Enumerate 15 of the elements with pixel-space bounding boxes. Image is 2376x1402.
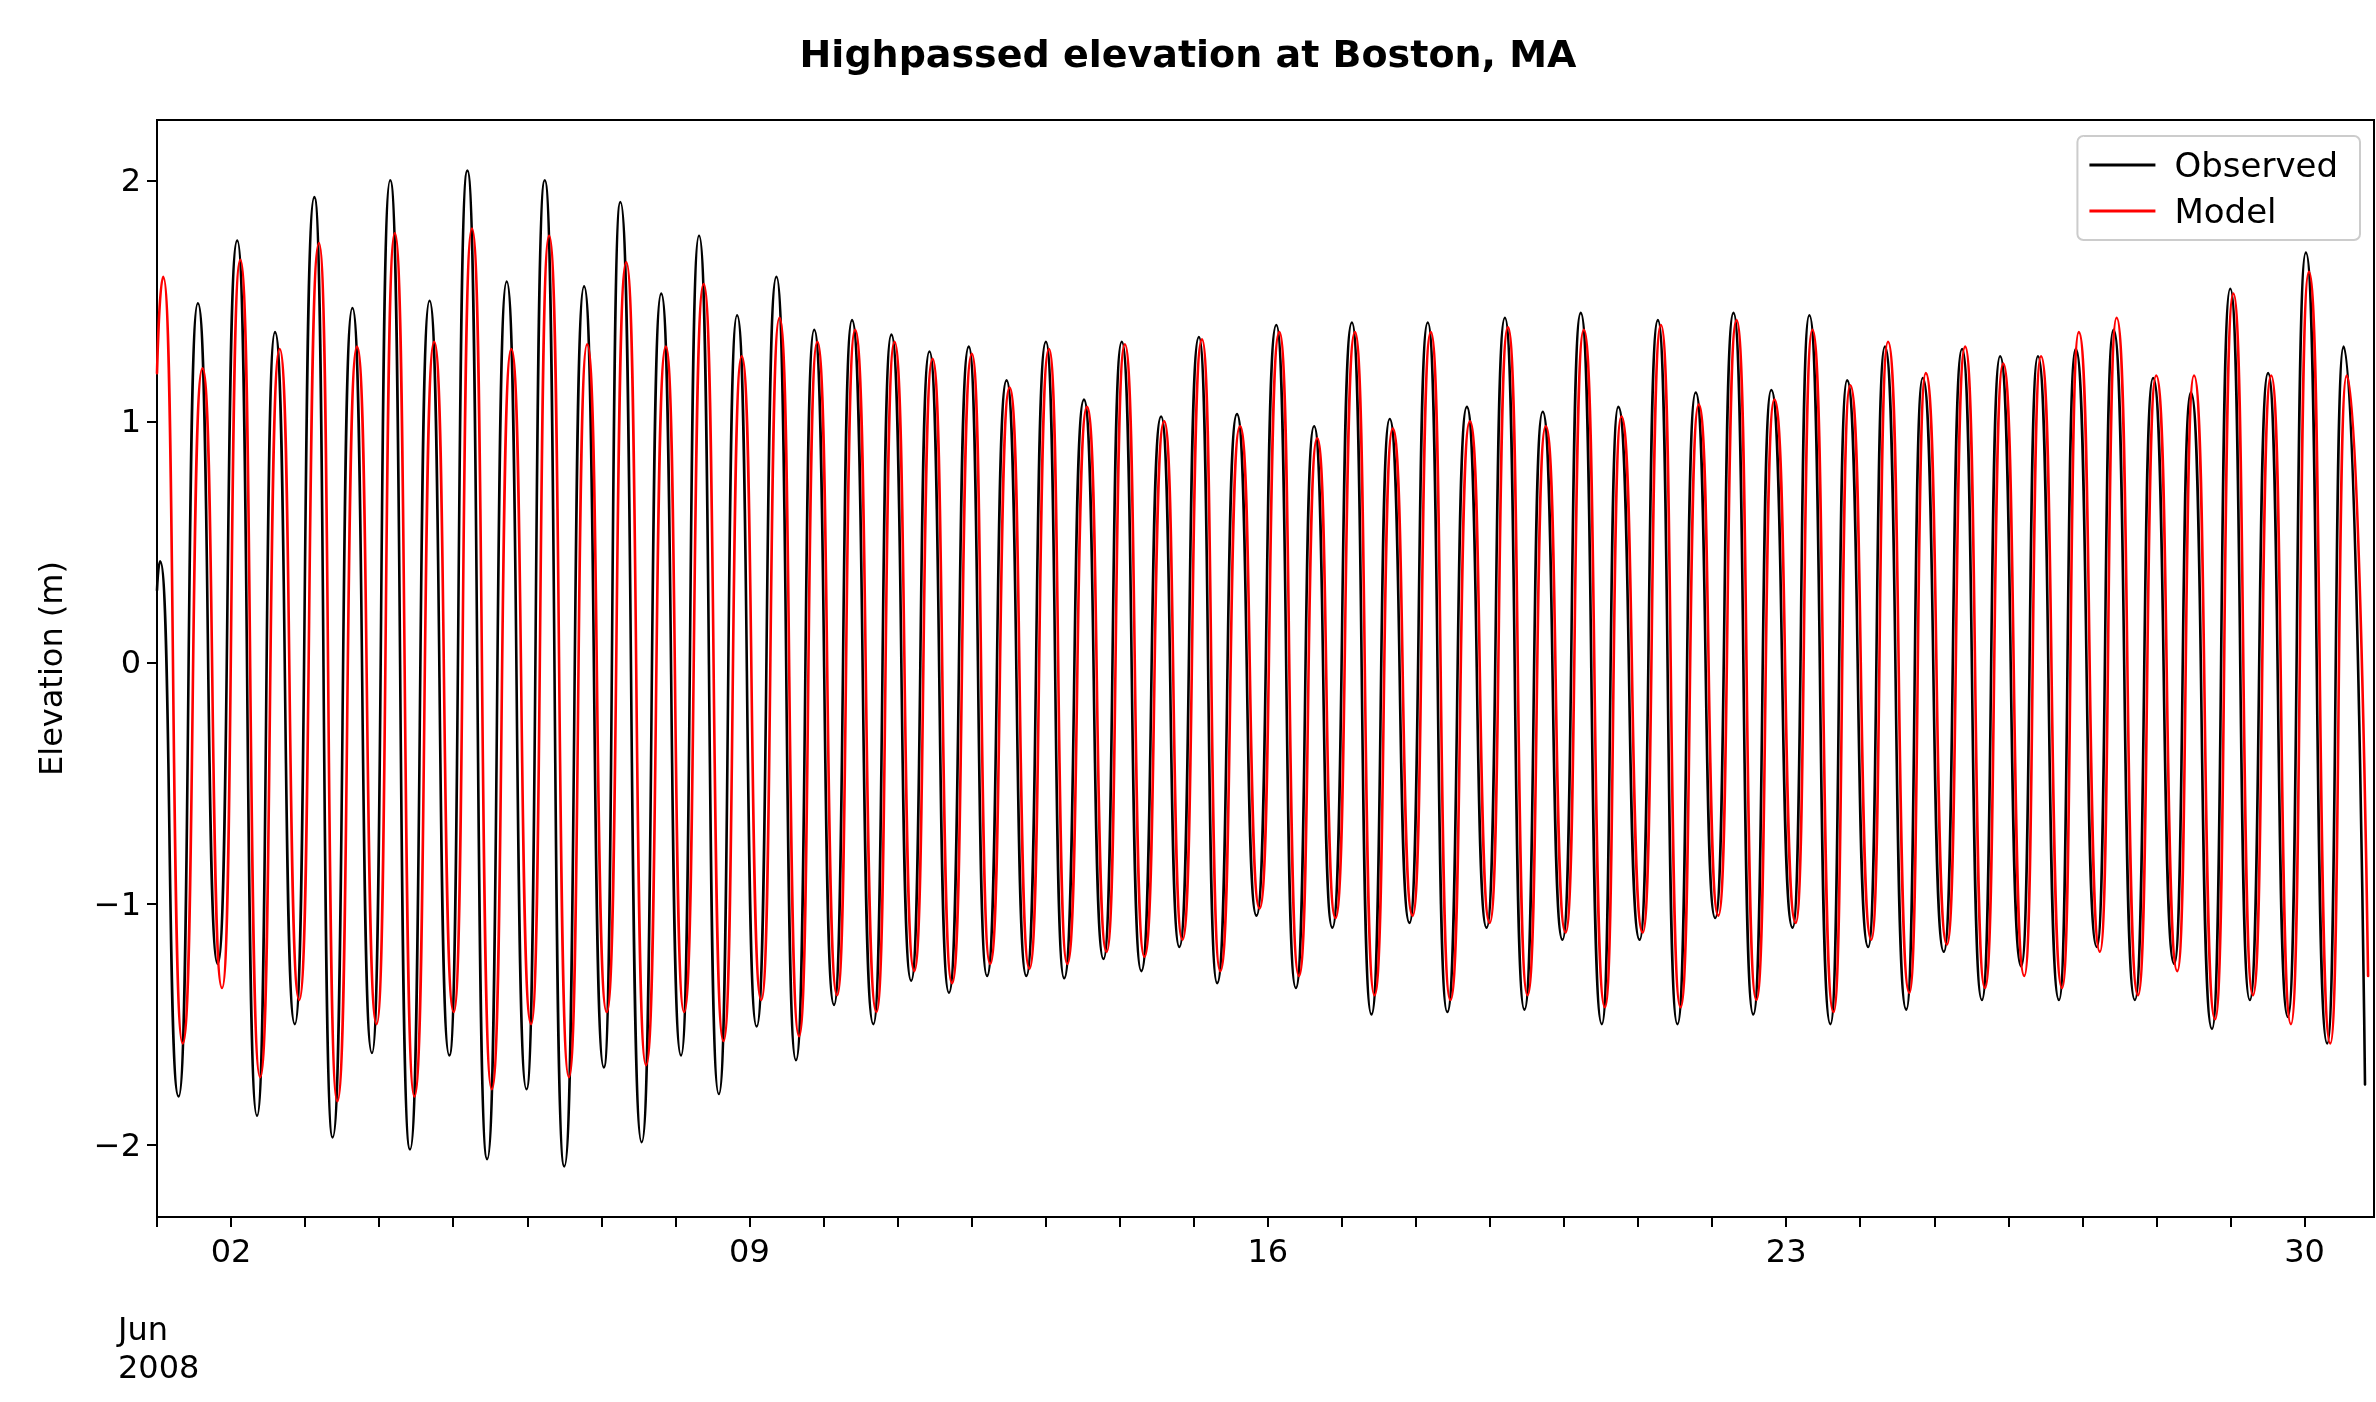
y-tick-label: 0 — [120, 643, 141, 682]
x-tick-label: 16 — [1247, 1232, 1289, 1270]
x-tick-label: 23 — [1765, 1232, 1807, 1270]
x-tick-label: 09 — [729, 1232, 770, 1270]
text: Jun 2008 — [116, 1310, 200, 1386]
y-tick-label: 2 — [120, 161, 141, 200]
y-tick-label: −1 — [93, 884, 141, 923]
x-tick-label: 30 — [2284, 1232, 2325, 1270]
legend-label: Model — [2174, 191, 2277, 231]
chart-title: Highpassed elevation at Boston, MA — [799, 32, 1578, 76]
x-tick-label: 02 — [210, 1232, 252, 1270]
y-tick-label: 1 — [120, 402, 141, 441]
y-axis-title: Elevation (m) — [32, 561, 70, 776]
legend-label: Observed — [2174, 145, 2338, 185]
y-tick-label: −2 — [93, 1125, 141, 1164]
